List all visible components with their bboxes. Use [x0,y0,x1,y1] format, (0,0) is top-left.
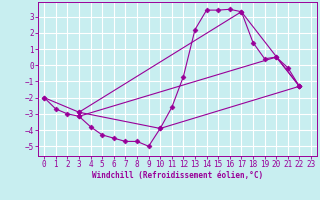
X-axis label: Windchill (Refroidissement éolien,°C): Windchill (Refroidissement éolien,°C) [92,171,263,180]
